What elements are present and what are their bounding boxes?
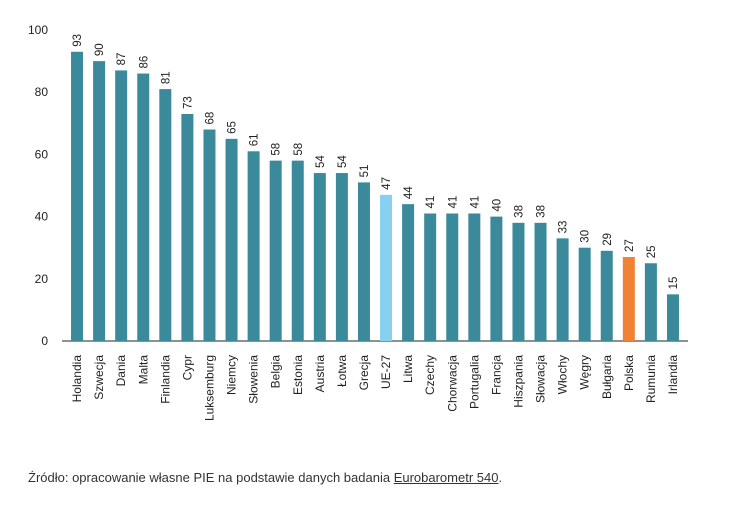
value-label: 61 <box>249 133 261 146</box>
bar <box>335 173 348 341</box>
x-tick-label: Bułgaria <box>600 355 614 399</box>
bar <box>512 222 525 341</box>
value-label: 44 <box>403 186 415 199</box>
bar <box>269 160 282 341</box>
x-tick-label: Francja <box>489 355 503 395</box>
x-tick-label: Słowacja <box>534 355 548 403</box>
value-label: 58 <box>293 143 305 156</box>
x-tick-label: Grecja <box>357 355 371 391</box>
value-label: 81 <box>160 71 172 84</box>
value-label: 15 <box>668 277 680 290</box>
bar <box>534 222 547 341</box>
value-label: 41 <box>469 196 481 209</box>
bar <box>622 257 635 341</box>
value-label: 54 <box>337 155 349 168</box>
bar <box>380 194 393 341</box>
value-label: 25 <box>646 245 658 258</box>
bar <box>247 151 260 341</box>
x-tick-label: Włochy <box>556 355 570 394</box>
bar <box>446 213 459 341</box>
x-tick-label: Litwa <box>401 355 415 383</box>
x-tick-label: Austria <box>313 355 327 393</box>
y-tick-label: 100 <box>28 23 48 37</box>
value-label: 27 <box>624 239 636 252</box>
value-label: 47 <box>381 177 393 190</box>
x-tick-label: Holandia <box>70 355 84 403</box>
bar <box>71 51 84 342</box>
bar <box>600 250 613 341</box>
value-label: 38 <box>536 205 548 218</box>
bar <box>181 113 194 341</box>
value-label: 90 <box>94 43 106 56</box>
bar <box>93 61 106 341</box>
value-label: 86 <box>138 56 150 69</box>
value-label: 65 <box>227 121 239 134</box>
x-tick-label: Polska <box>622 355 636 391</box>
x-tick-label: Hiszpania <box>511 355 525 408</box>
x-tick-label: Luksemburg <box>202 355 216 421</box>
bar <box>115 70 128 342</box>
bar <box>424 213 437 341</box>
x-tick-label: Niemcy <box>225 355 239 395</box>
y-tick-label: 20 <box>35 272 49 286</box>
y-tick-label: 40 <box>35 210 49 224</box>
x-tick-label: Rumunia <box>644 355 658 403</box>
value-label: 73 <box>182 96 194 109</box>
y-tick-label: 0 <box>41 334 48 348</box>
value-label: 54 <box>315 155 327 168</box>
value-label: 30 <box>580 230 592 243</box>
value-label: 40 <box>491 199 503 212</box>
x-tick-label: Węgry <box>578 355 592 390</box>
y-axis: 0 20 40 60 80 100 <box>28 23 48 348</box>
x-tick-label: Łotwa <box>335 355 349 387</box>
value-label: 41 <box>447 196 459 209</box>
x-tick-label: Malta <box>136 355 150 385</box>
value-labels: 93 90 87 86 81 73 68 65 61 58 58 54 54 51 47 44 41 41 41 40… <box>72 34 680 289</box>
x-tick-label: Belgia <box>269 355 283 389</box>
value-label: 87 <box>116 53 128 66</box>
bar <box>291 160 304 341</box>
x-tick-label: Dania <box>114 355 128 387</box>
value-label: 51 <box>359 165 371 178</box>
bar <box>225 138 238 341</box>
bar <box>556 238 569 341</box>
y-tick-label: 80 <box>35 85 49 99</box>
x-tick-label: Czechy <box>423 355 437 395</box>
bar <box>578 247 591 341</box>
value-label: 33 <box>558 221 570 234</box>
x-tick-label: Estonia <box>291 355 305 395</box>
x-tick-label: Szwecja <box>92 355 106 400</box>
source-note: Źródło: opracowanie własne PIE na podsta… <box>28 470 502 485</box>
x-tick-label: Chorwacja <box>445 355 459 412</box>
bar <box>313 173 326 341</box>
x-tick-label: Portugalia <box>467 355 481 409</box>
value-label: 68 <box>204 112 216 125</box>
bar <box>159 89 172 341</box>
y-tick-label: 60 <box>35 147 49 161</box>
source-prefix: Źródło: opracowanie własne PIE na podsta… <box>28 470 394 485</box>
value-label: 38 <box>513 205 525 218</box>
bar <box>357 182 370 341</box>
value-label: 58 <box>271 143 283 156</box>
value-label: 93 <box>72 34 84 47</box>
bar <box>644 263 657 341</box>
bar <box>490 216 503 341</box>
source-link[interactable]: Eurobarometr 540 <box>393 470 499 485</box>
x-tick-label: Słowenia <box>247 355 261 404</box>
x-tick-label: Finlandia <box>158 355 172 404</box>
bar <box>402 204 415 341</box>
bar <box>137 73 150 341</box>
x-tick-label: Irlandia <box>666 355 680 395</box>
x-tick-label: Cypr <box>180 355 194 380</box>
value-label: 41 <box>425 196 437 209</box>
bars <box>71 51 679 342</box>
source-suffix: . <box>498 470 503 485</box>
value-label: 29 <box>602 233 614 246</box>
x-tick-label: UE-27 <box>379 355 393 389</box>
bar <box>203 129 216 341</box>
x-axis-labels: Holandia Szwecja Dania Malta Finlandia Cypr Lu… <box>70 355 680 421</box>
bar-chart: 0 20 40 60 80 100 93 90 87 86 81 73 68 65 61 58 58 54 54 5… <box>28 23 688 421</box>
bar <box>468 213 481 341</box>
bar <box>666 294 679 341</box>
